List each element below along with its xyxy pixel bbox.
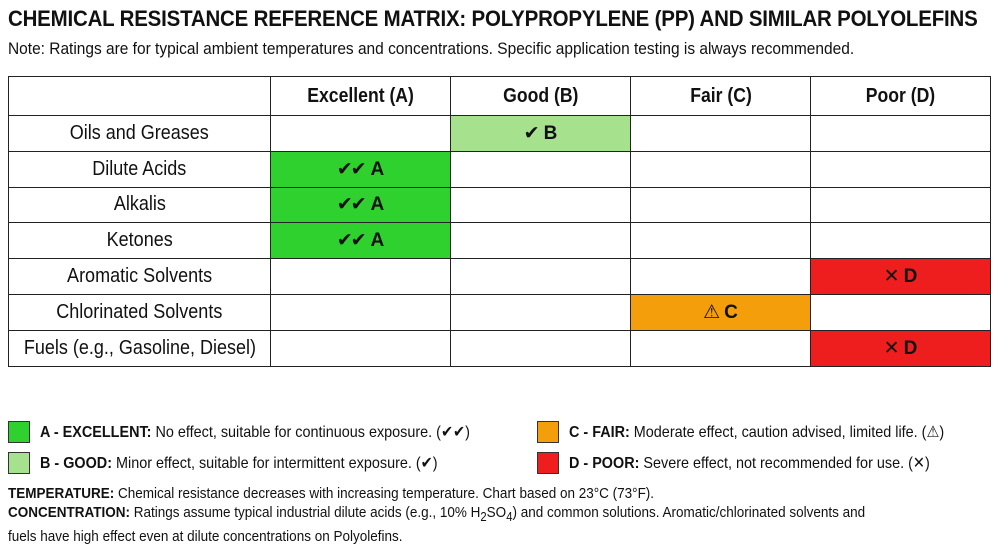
rating-mark-icon: ⚠: [703, 301, 720, 323]
rating-cell-a: [270, 115, 451, 152]
row-label: Oils and Greases: [8, 115, 271, 152]
row-label: Dilute Acids: [8, 150, 271, 188]
rating-cell-b: [450, 186, 631, 224]
rating-cell-b: [450, 293, 631, 331]
rating-letter: A: [370, 158, 385, 180]
rating-cell-b: [450, 329, 631, 367]
rating-cell-b: [450, 258, 631, 295]
rating-cell-c: [630, 329, 811, 367]
concentration-key: CONCENTRATION:: [8, 504, 130, 521]
column-header-fair: Fair (C): [630, 76, 811, 116]
concentration-note-cont: fuels have high effect even at dilute co…: [8, 527, 989, 545]
rating-cell-a: ✔✔ A: [270, 186, 451, 224]
legend-item-poor: D - POOR: Severe effect, not recommended…: [537, 447, 986, 478]
rating-mark-icon: ✔✔: [336, 194, 367, 216]
table-row: Ketones ✔✔ A: [8, 222, 991, 260]
table-row: Oils and Greases ✔ B: [8, 115, 991, 152]
rating-letter: D: [903, 266, 918, 288]
rating-cell-d: [810, 115, 991, 152]
rating-cell-d: [810, 293, 991, 331]
legend-text-poor: Severe effect, not recommended for use. …: [643, 454, 930, 472]
legend-text-excellent: No effect, suitable for continuous expos…: [155, 423, 470, 441]
table-row: Dilute Acids ✔✔ A: [8, 150, 991, 188]
legend-key-excellent: A - EXCELLENT:: [40, 423, 152, 441]
concentration-text-3: ) and common solutions. Aromatic/chlorin…: [512, 504, 866, 521]
matrix-body: Oils and Greases ✔ B Dilute Acids ✔✔ A Alkalis…: [8, 115, 991, 367]
legend-text-fair: Moderate effect, caution advised, limite…: [633, 423, 945, 441]
rating-cell-c: [630, 115, 811, 152]
page-note: Note: Ratings are for typical ambient te…: [8, 39, 855, 58]
table-row: Chlorinated Solvents ⚠ C: [8, 293, 991, 331]
legend-item-excellent: A - EXCELLENT: No effect, suitable for c…: [8, 416, 518, 447]
header-row: Excellent (A) Good (B) Fair (C) Poor (D): [8, 76, 991, 116]
concentration-text-2: SO: [486, 504, 507, 521]
row-label: Alkalis: [8, 186, 271, 224]
rating-cell-a: ✔✔ A: [270, 150, 451, 188]
legend-swatch-good: [8, 451, 30, 474]
table-row: Alkalis ✔✔ A: [8, 186, 991, 224]
concentration-text-1: Ratings assume typical industrial dilute…: [133, 504, 481, 521]
legend-item-fair: C - FAIR: Moderate effect, caution advis…: [537, 416, 986, 447]
concentration-sub-2: 4: [506, 510, 513, 524]
rating-cell-c: [630, 258, 811, 295]
footer-notes: TEMPERATURE: Chemical resistance decreas…: [8, 484, 1000, 545]
rating-letter: C: [724, 301, 738, 323]
rating-cell-c: [630, 186, 811, 224]
legend-key-fair: C - FAIR:: [569, 423, 630, 441]
temperature-note: TEMPERATURE: Chemical resistance decreas…: [8, 484, 989, 503]
legend-key-good: B - GOOD:: [40, 454, 112, 472]
rating-cell-b: ✔ B: [450, 115, 631, 152]
rating-cell-b: [450, 150, 631, 188]
legend-item-good: B - GOOD: Minor effect, suitable for int…: [8, 447, 518, 478]
rating-cell-a: [270, 258, 451, 295]
resistance-matrix: Excellent (A) Good (B) Fair (C) Poor (D)…: [8, 76, 991, 367]
row-label: Chlorinated Solvents: [8, 293, 271, 331]
legend-key-poor: D - POOR:: [569, 454, 640, 472]
legend-swatch-excellent: [8, 420, 30, 443]
rating-letter: A: [370, 230, 385, 252]
rating-cell-b: [450, 222, 631, 260]
rating-cell-a: ✔✔ A: [270, 222, 451, 260]
row-label: Fuels (e.g., Gasoline, Diesel): [8, 329, 271, 367]
legend-left: A - EXCELLENT: No effect, suitable for c…: [8, 416, 518, 478]
rating-mark-icon: ✔✔: [336, 230, 367, 252]
rating-cell-d: ✕ D: [810, 258, 991, 295]
rating-cell-c: ⚠ C: [630, 293, 811, 331]
legend-right: C - FAIR: Moderate effect, caution advis…: [537, 416, 986, 478]
page-title: CHEMICAL RESISTANCE REFERENCE MATRIX: PO…: [8, 6, 978, 31]
rating-cell-d: [810, 222, 991, 260]
corner-cell: [8, 76, 271, 116]
row-label: Ketones: [8, 222, 271, 260]
rating-mark-icon: ✕: [883, 337, 900, 359]
row-label: Aromatic Solvents: [8, 258, 271, 295]
table-row: Fuels (e.g., Gasoline, Diesel) ✕ D: [8, 329, 991, 367]
column-header-good: Good (B): [450, 76, 631, 116]
rating-mark-icon: ✔✔: [336, 158, 367, 180]
rating-cell-a: [270, 293, 451, 331]
concentration-note: CONCENTRATION: Ratings assume typical in…: [8, 503, 989, 527]
column-header-excellent: Excellent (A): [270, 76, 451, 116]
legend-swatch-poor: [537, 451, 559, 474]
rating-cell-c: [630, 150, 811, 188]
temperature-key: TEMPERATURE:: [8, 485, 115, 502]
concentration-text-4: fuels have high effect even at dilute co…: [8, 528, 403, 545]
concentration-sub-1: 2: [480, 510, 487, 524]
column-header-poor: Poor (D): [810, 76, 991, 116]
rating-mark-icon: ✔: [523, 122, 540, 144]
rating-cell-d: ✕ D: [810, 329, 991, 367]
rating-cell-d: [810, 150, 991, 188]
rating-letter: A: [370, 194, 385, 216]
rating-mark-icon: ✕: [883, 266, 900, 288]
rating-cell-c: [630, 222, 811, 260]
temperature-text: Chemical resistance decreases with incre…: [118, 485, 655, 502]
legend-text-good: Minor effect, suitable for intermittent …: [116, 454, 438, 472]
rating-cell-d: [810, 186, 991, 224]
table-row: Aromatic Solvents ✕ D: [8, 258, 991, 295]
rating-letter: D: [903, 337, 918, 359]
rating-cell-a: [270, 329, 451, 367]
rating-letter: B: [543, 122, 558, 144]
legend-swatch-fair: [537, 420, 559, 443]
